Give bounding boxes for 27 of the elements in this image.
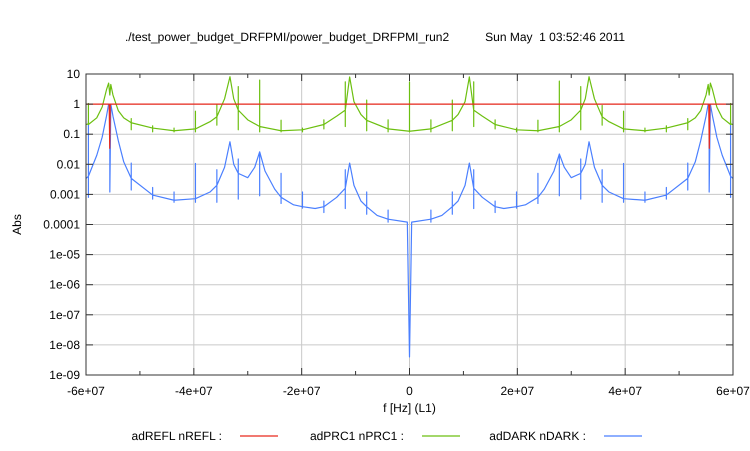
y-tick-label: 1e-09 [49,368,80,382]
x-tick-label: -6e+07 [67,384,106,398]
y-axis-title: Abs [10,214,24,235]
x-tick-label: 0 [406,384,414,398]
y-tick-label: 1e-07 [49,308,80,322]
line-series [86,104,733,358]
y-tick-label: 1 [73,97,80,112]
x-tick-label: -4e+07 [174,384,214,398]
y-tick-label: 1e-06 [49,278,80,292]
chart-subtitle: Sun May 1 03:52:46 2011 [485,30,626,44]
x-axis-title: f [Hz] (L1) [383,401,436,415]
y-tick-label: 0.01 [56,157,80,172]
x-tick-label: 6e+07 [716,384,750,398]
x-tick-label: 4e+07 [608,384,642,398]
y-tick-label: 0.1 [63,127,80,142]
line-series [86,76,733,132]
legend-label: adPRC1 nPRC1 : [310,429,404,443]
chart-title: ./test_power_budget_DRFPMI/power_budget_DRFPMI_run2 [124,30,450,44]
y-tick-label: 0.0001 [43,218,80,232]
y-tick-label: 10 [66,67,80,81]
legend-label: adDARK nDARK : [489,429,586,443]
x-tick-label: 2e+07 [500,384,535,398]
y-tick-label: 1e-08 [49,338,80,352]
y-tick-label: 1e-05 [49,248,80,262]
y-tick-label: 0.001 [50,187,80,202]
x-tick-label: -2e+07 [282,384,321,398]
legend-label: adREFL nREFL : [132,429,222,443]
